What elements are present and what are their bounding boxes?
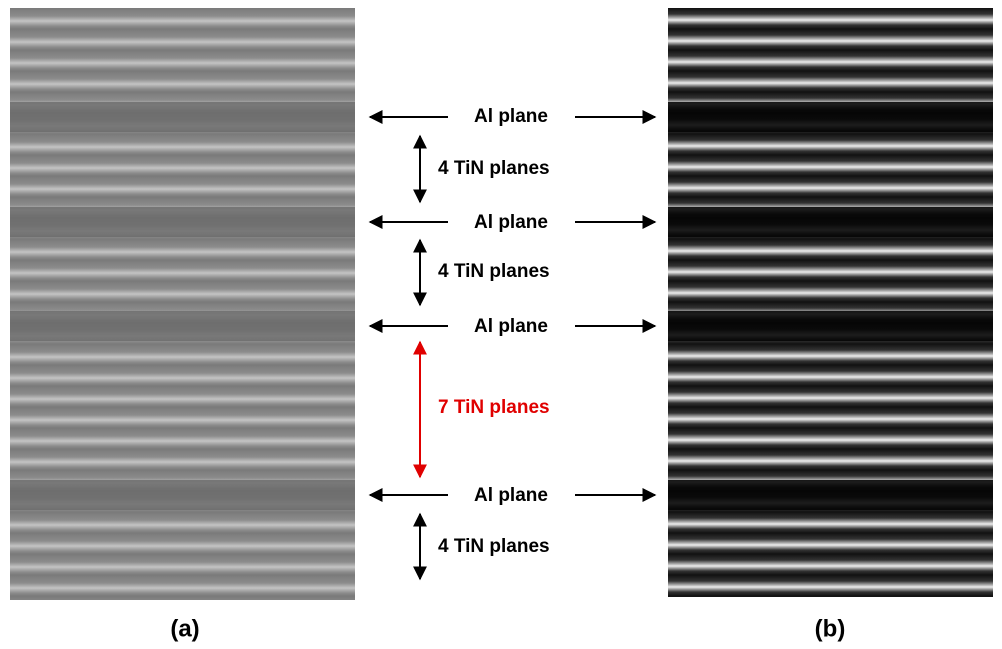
tin-planes-label: 4 TiN planes [438,261,550,282]
al-plane-label: Al plane [474,485,548,506]
al-plane-label: Al plane [474,212,548,233]
dark-band [668,311,993,341]
tin-planes-label: 7 TiN planes [438,397,550,418]
dark-band [668,480,993,510]
dark-band [668,207,993,237]
panel-label: (a) [170,615,199,642]
dark-band [10,480,355,510]
dark-band [668,102,993,132]
al-plane-label: Al plane [474,106,548,127]
tin-planes-label: 4 TiN planes [438,158,550,179]
panel-label: (b) [815,615,846,642]
dark-band [10,102,355,132]
arrows [368,110,657,581]
tin-planes-label: 4 TiN planes [438,536,550,557]
hrtem-image [10,8,355,600]
dark-band [10,207,355,237]
simulated-image [668,8,993,597]
al-plane-label: Al plane [474,316,548,337]
dark-band [10,311,355,341]
